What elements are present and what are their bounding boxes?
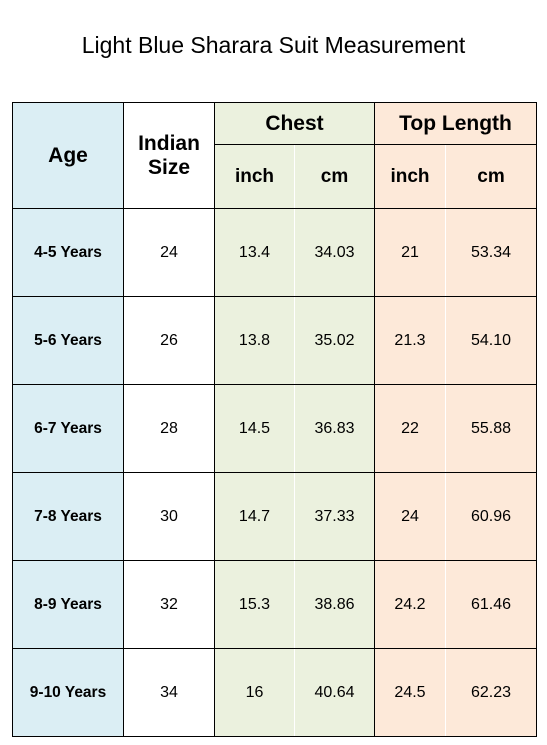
cell-chest-inch: 13.4 — [214, 208, 295, 297]
cell-size: 26 — [123, 296, 215, 385]
header-age: Age — [12, 102, 124, 209]
header-chest-cm: cm — [294, 144, 375, 209]
cell-chest-cm: 35.02 — [294, 296, 375, 385]
page-title: Light Blue Sharara Suit Measurement — [81, 32, 466, 58]
cell-age: 6-7 Years — [12, 384, 124, 473]
header-top-length: Top Length — [374, 102, 537, 145]
measurement-table: Age Indian Size Chest Top Length inch cm… — [12, 102, 537, 737]
cell-size: 24 — [123, 208, 215, 297]
cell-chest-inch: 14.7 — [214, 472, 295, 561]
header-chest-inch: inch — [214, 144, 295, 209]
cell-age: 7-8 Years — [12, 472, 124, 561]
cell-top-cm: 61.46 — [445, 560, 537, 649]
cell-chest-cm: 36.83 — [294, 384, 375, 473]
cell-chest-inch: 16 — [214, 648, 295, 737]
header-indian-size-label: Indian Size — [138, 131, 200, 179]
cell-chest-inch: 14.5 — [214, 384, 295, 473]
cell-top-inch: 21 — [374, 208, 446, 297]
cell-age: 9-10 Years — [12, 648, 124, 737]
cell-age: 5-6 Years — [12, 296, 124, 385]
table-row: 4-5 Years 24 13.4 34.03 21 53.34 — [12, 208, 537, 297]
cell-top-inch: 22 — [374, 384, 446, 473]
header-top-inch: inch — [374, 144, 446, 209]
cell-chest-inch: 15.3 — [214, 560, 295, 649]
cell-age: 4-5 Years — [12, 208, 124, 297]
cell-chest-cm: 34.03 — [294, 208, 375, 297]
header-chest: Chest — [214, 102, 375, 145]
cell-chest-inch: 13.8 — [214, 296, 295, 385]
cell-top-inch: 24.2 — [374, 560, 446, 649]
cell-top-inch: 24.5 — [374, 648, 446, 737]
table-row: 5-6 Years 26 13.8 35.02 21.3 54.10 — [12, 296, 537, 385]
table-row: 7-8 Years 30 14.7 37.33 24 60.96 — [12, 472, 537, 561]
cell-age: 8-9 Years — [12, 560, 124, 649]
cell-top-cm: 54.10 — [445, 296, 537, 385]
cell-chest-cm: 37.33 — [294, 472, 375, 561]
cell-top-cm: 62.23 — [445, 648, 537, 737]
header-row-2: inch cm inch cm — [13, 144, 537, 209]
table-row: 9-10 Years 34 16 40.64 24.5 62.23 — [12, 648, 537, 737]
cell-top-cm: 55.88 — [445, 384, 537, 473]
cell-top-cm: 53.34 — [445, 208, 537, 297]
cell-top-inch: 24 — [374, 472, 446, 561]
header-row-1: Age Indian Size Chest Top Length — [12, 102, 537, 209]
cell-top-inch: 21.3 — [374, 296, 446, 385]
header-top-cm: cm — [445, 144, 537, 209]
cell-size: 28 — [123, 384, 215, 473]
table-row: 8-9 Years 32 15.3 38.86 24.2 61.46 — [12, 560, 537, 649]
cell-size: 30 — [123, 472, 215, 561]
table-row: 6-7 Years 28 14.5 36.83 22 55.88 — [12, 384, 537, 473]
cell-size: 34 — [123, 648, 215, 737]
cell-chest-cm: 40.64 — [294, 648, 375, 737]
cell-size: 32 — [123, 560, 215, 649]
cell-chest-cm: 38.86 — [294, 560, 375, 649]
cell-top-cm: 60.96 — [445, 472, 537, 561]
header-indian-size: Indian Size — [123, 102, 215, 209]
